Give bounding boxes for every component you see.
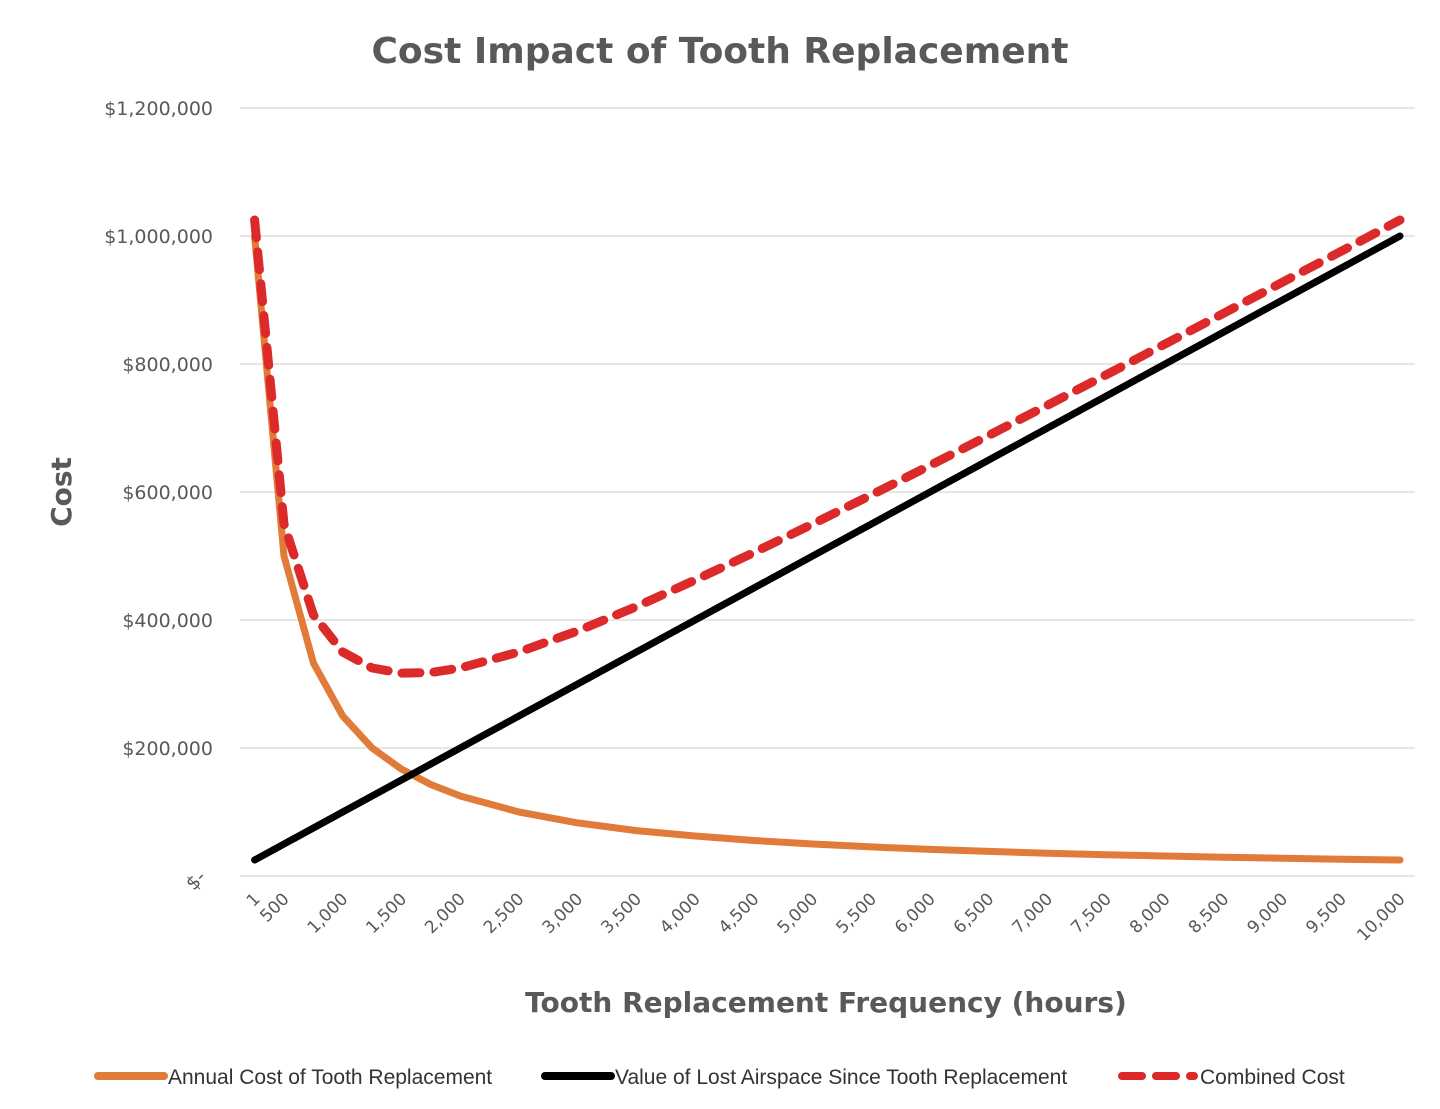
series-line-1 — [251, 232, 1404, 864]
x-axis-title: Tooth Replacement Frequency (hours) — [525, 986, 1127, 1019]
x-tick-label: 500 — [256, 889, 293, 926]
x-tick-label: 6,000 — [891, 889, 940, 938]
x-tick-label: 8,500 — [1185, 889, 1234, 938]
y-tick-label: $1,000,000 — [104, 226, 213, 248]
x-tick-label: 7,000 — [1009, 889, 1058, 938]
x-tick-label: 2,000 — [421, 889, 470, 938]
legend-label: Annual Cost of Tooth Replacement — [168, 1066, 492, 1089]
y-axis-title: Cost — [45, 457, 78, 527]
x-tick-label: 6,500 — [950, 889, 999, 938]
y-tick-label: $1,200,000 — [104, 98, 213, 120]
x-tick-label: 8,000 — [1126, 889, 1175, 938]
x-tick-label: 5,000 — [774, 889, 823, 938]
x-tick-label: 9,000 — [1244, 889, 1293, 938]
x-tick-label: 5,500 — [832, 889, 881, 938]
series-line-2 — [250, 215, 1405, 678]
x-tick-label: 10,000 — [1353, 889, 1409, 945]
legend-label: Combined Cost — [1200, 1066, 1345, 1089]
y-tick-label: $800,000 — [122, 354, 213, 376]
x-tick-label: 4,000 — [656, 889, 705, 938]
y-tick-label: $- — [182, 866, 211, 895]
y-axis-ticks: $- $200,000 $400,000 $600,000 $800,000 $1,000… — [104, 98, 213, 895]
x-tick-label: 4,500 — [715, 889, 764, 938]
series-lines — [250, 215, 1405, 864]
x-tick-label: 7,500 — [1067, 889, 1116, 938]
x-tick-label: 1,000 — [304, 889, 353, 938]
y-tick-label: $400,000 — [122, 610, 213, 632]
x-tick-label: 1,500 — [362, 889, 411, 938]
legend-label: Value of Lost Airspace Since Tooth Repla… — [615, 1066, 1067, 1089]
y-tick-label: $600,000 — [122, 482, 213, 504]
x-tick-label: 2,500 — [480, 889, 529, 938]
gridlines — [240, 107, 1415, 877]
x-tick-label: 9,500 — [1302, 889, 1351, 938]
x-tick-label: 3,000 — [539, 889, 588, 938]
series-line-0 — [251, 232, 1404, 864]
legend: Annual Cost of Tooth Replacement Value of… — [94, 1066, 1345, 1089]
chart-title: Cost Impact of Tooth Replacement — [372, 31, 1069, 72]
y-tick-label: $200,000 — [122, 738, 213, 760]
x-tick-label: 3,500 — [597, 889, 646, 938]
